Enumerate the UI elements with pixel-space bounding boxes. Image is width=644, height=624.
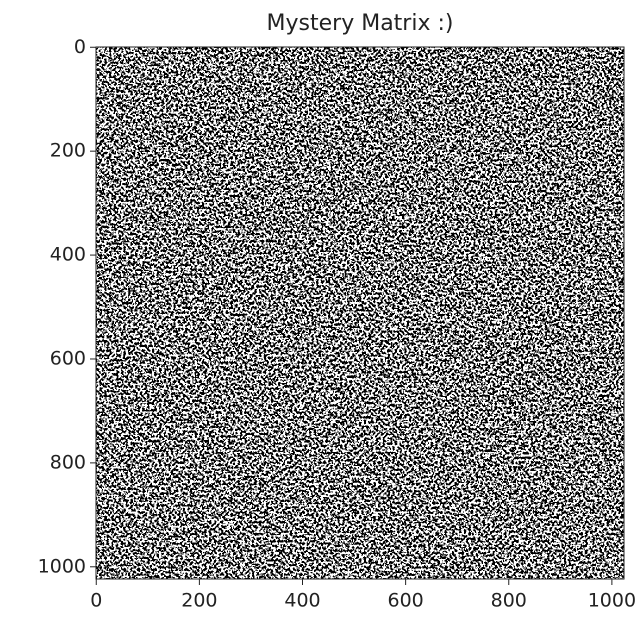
y-tick-label: 600 (50, 347, 86, 369)
x-tick-label: 600 (388, 590, 424, 612)
x-tick-label: 800 (491, 590, 527, 612)
x-tick-label: 400 (284, 590, 320, 612)
x-tick-label: 200 (181, 590, 217, 612)
chart-title: Mystery Matrix :) (267, 11, 454, 36)
y-tick-label: 200 (50, 140, 86, 162)
y-tick-label: 0 (74, 36, 86, 58)
matrix-image (96, 47, 624, 579)
x-tick-label: 1000 (588, 590, 636, 612)
plot-frame (95, 46, 625, 580)
y-tick-label: 800 (50, 451, 86, 473)
y-tick-label: 1000 (38, 555, 86, 577)
y-tick-label: 400 (50, 244, 86, 266)
x-tick-label: 0 (90, 590, 102, 612)
